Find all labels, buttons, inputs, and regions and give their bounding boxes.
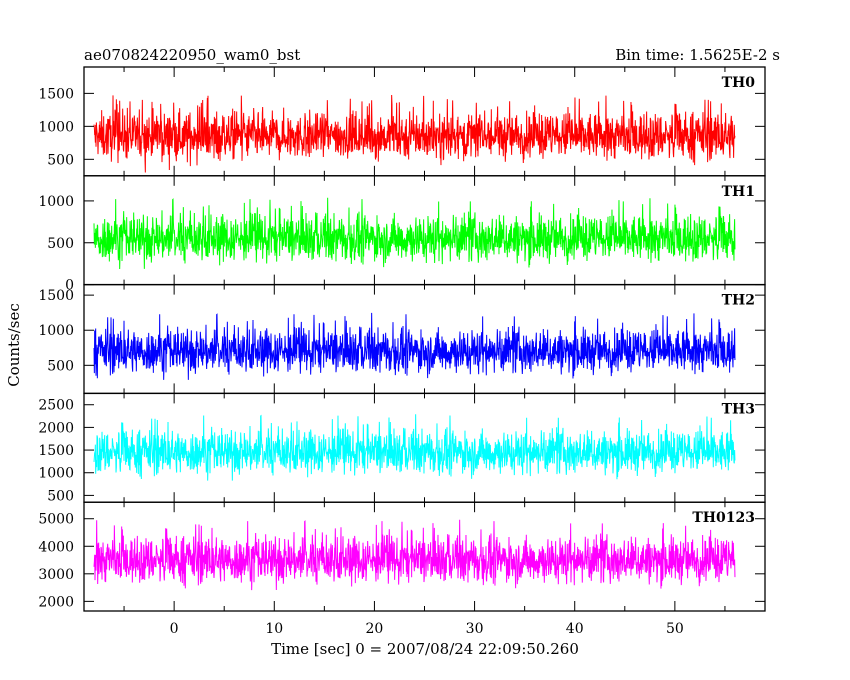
y-tick-label: 500 — [47, 488, 74, 504]
series-th1 — [93, 197, 736, 269]
y-tick-label: 1000 — [38, 119, 74, 135]
y-tick-label: 1000 — [38, 194, 74, 210]
y-tick-label: 4000 — [38, 539, 74, 555]
series-th0 — [93, 94, 736, 173]
panel-label: TH3 — [722, 401, 755, 417]
y-tick-label: 2000 — [38, 420, 74, 436]
y-tick-label: 500 — [47, 358, 74, 374]
bin-time-label: Bin time: 1.5625E-2 s — [615, 46, 780, 64]
x-tick-label: 0 — [170, 621, 179, 637]
x-tick-label: 50 — [666, 621, 684, 637]
panel-th3: 500 1000 1500 2000 2500 TH3 — [38, 392, 766, 504]
panel-label: TH2 — [722, 293, 755, 309]
x-tick-label: 10 — [265, 621, 283, 637]
y-tick-label: 1500 — [38, 288, 74, 304]
x-tick-label: 30 — [466, 621, 484, 637]
y-tick-label: 2000 — [38, 594, 74, 610]
panel-label: TH0123 — [692, 510, 755, 526]
panel-th1: 0 500 1000 TH1 — [38, 175, 766, 294]
panel-th0123: 2000 3000 4000 5000 TH0123 — [38, 501, 766, 612]
y-tick-label: 1000 — [38, 323, 74, 339]
x-tick-label: 20 — [366, 621, 384, 637]
y-tick-label: 0 — [65, 278, 74, 294]
y-tick-label: 1500 — [38, 443, 74, 459]
y-tick-label: 500 — [47, 152, 74, 168]
x-axis: 0 10 20 30 40 50 — [170, 621, 684, 637]
y-tick-label: 5000 — [38, 512, 74, 528]
y-tick-label: 1000 — [38, 466, 74, 482]
y-tick-label: 2500 — [38, 398, 74, 414]
panel-label: TH1 — [722, 184, 755, 200]
series-th2 — [93, 312, 736, 380]
series-th0123 — [93, 519, 736, 591]
y-axis-label: Counts/sec — [5, 303, 23, 387]
y-tick-label: 500 — [47, 236, 74, 252]
x-tick-label: 40 — [566, 621, 584, 637]
panel-label: TH0 — [722, 75, 756, 91]
series-th3 — [93, 414, 736, 481]
panel-th0: 500 1000 1500 TH0 — [38, 66, 766, 177]
chart-title: ae070824220950_wam0_bst — [84, 46, 300, 64]
y-tick-label: 3000 — [38, 567, 74, 583]
x-axis-label: Time [sec] 0 = 2007/08/24 22:09:50.260 — [271, 640, 579, 658]
panel-th2: 500 1000 1500 TH2 — [38, 283, 766, 395]
y-tick-label: 1500 — [38, 86, 74, 102]
